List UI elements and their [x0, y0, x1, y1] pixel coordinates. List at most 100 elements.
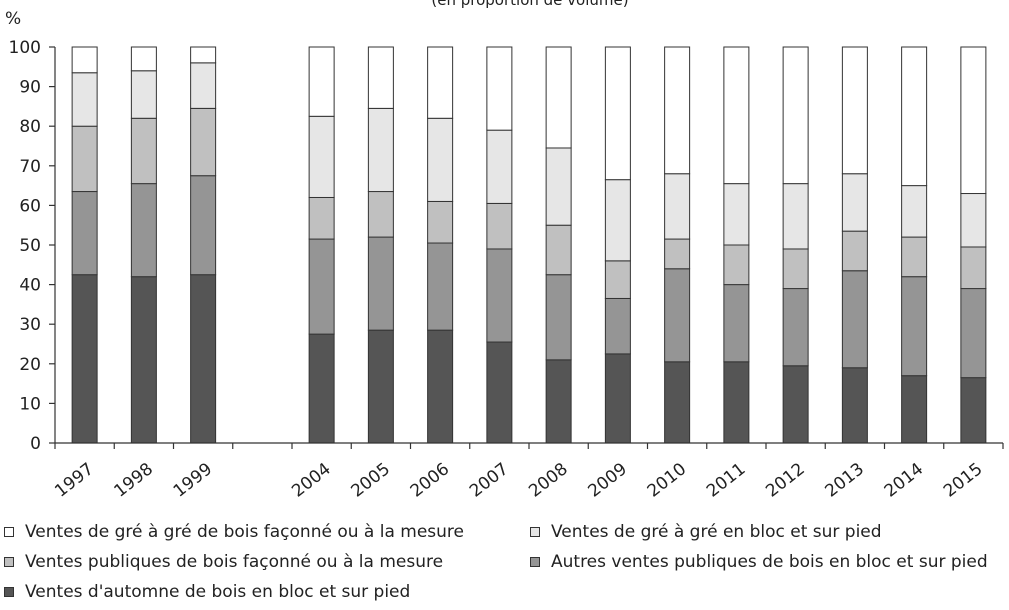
y-tick-label: 30 [19, 315, 41, 335]
bar-segment [901, 185, 928, 238]
bar-segment [841, 173, 868, 232]
bar-segment [130, 46, 157, 72]
bar-segment [664, 361, 691, 444]
bar-segment [486, 202, 513, 250]
x-tick-label: 2009 [585, 459, 631, 501]
y-tick-label: 60 [19, 196, 41, 216]
bar-segment [723, 244, 750, 286]
bar-segment [604, 179, 631, 262]
x-tick-label: 1997 [51, 459, 97, 501]
bar-segment [841, 270, 868, 369]
bar-segment [664, 173, 691, 240]
legend-swatch [530, 557, 540, 567]
bar-segment [308, 46, 335, 117]
legend-item: Ventes de gré à gré en bloc et sur pied [530, 522, 882, 542]
bar-segment [782, 365, 809, 444]
x-tick-label: 2008 [525, 459, 571, 501]
y-tick-label: 50 [19, 236, 41, 256]
x-tick-label: 2004 [288, 459, 334, 501]
legend-item: Ventes publiques de bois façonné ou à la… [4, 552, 443, 572]
x-tick-label: 1998 [111, 459, 157, 501]
bar-segment [782, 248, 809, 290]
bar-segment [190, 175, 217, 276]
legend-swatch [4, 557, 14, 567]
legend-swatch [4, 527, 14, 537]
chart-subtitle: (en proportion de volume) [431, 0, 628, 9]
y-tick-label: 0 [30, 434, 41, 454]
bar-segment [604, 260, 631, 299]
bar-segment [901, 236, 928, 278]
bar-segment [130, 183, 157, 278]
legend-swatch [530, 527, 540, 537]
bar-segment [664, 268, 691, 363]
bar-segment [130, 70, 157, 119]
bar-segment [841, 367, 868, 444]
y-axis: 0 10 20 30 40 50 60 70 80 90 100 [9, 38, 56, 454]
bar-segment [71, 72, 98, 127]
bar-segment [545, 359, 572, 444]
x-tick-label: 2011 [703, 459, 749, 501]
x-tick-label: 2010 [644, 459, 690, 501]
bar-segment [71, 46, 98, 74]
bar-segment [486, 248, 513, 343]
bar-segment [545, 147, 572, 226]
x-tick-label: 2005 [348, 459, 394, 501]
bar-segment [545, 224, 572, 276]
bar-segment [190, 46, 217, 64]
bar-segment [901, 46, 928, 187]
bar-segment [427, 200, 454, 244]
legend-item: Ventes de gré à gré de bois façonné ou à… [4, 522, 464, 542]
bar-segment [190, 62, 217, 109]
y-tick-label: 10 [19, 394, 41, 414]
bar-segment [130, 117, 157, 185]
x-tick-label: 2007 [466, 459, 512, 501]
bar-segment [308, 115, 335, 198]
x-tick-label: 2014 [881, 459, 927, 501]
bar-segment [901, 375, 928, 444]
bar-segment [664, 238, 691, 270]
legend-label: Ventes d'automne de bois en bloc et sur … [25, 582, 411, 602]
bar-segment [960, 46, 987, 195]
bar-segment [545, 274, 572, 361]
bar-segment [190, 107, 217, 177]
bar-segment [427, 46, 454, 119]
bar-segment [71, 125, 98, 193]
bar-segment [723, 46, 750, 185]
x-tick-label: 2013 [822, 459, 868, 501]
bar-segment [486, 129, 513, 204]
bar-segment [308, 196, 335, 240]
y-tick-label: 20 [19, 355, 41, 375]
bar-segment [427, 329, 454, 444]
legend-label: Autres ventes publiques de bois en bloc … [551, 552, 988, 572]
x-tick-label: 2015 [940, 459, 986, 501]
y-tick-label: 100 [9, 38, 41, 58]
bar-segment [486, 341, 513, 444]
bar-segment [960, 246, 987, 290]
bar-segment [782, 183, 809, 250]
bar-segment [486, 46, 513, 131]
bar-segment [841, 46, 868, 175]
bar-segment [367, 236, 394, 331]
bar-segment [308, 238, 335, 335]
y-tick-label: 40 [19, 276, 41, 296]
bar-segment [367, 107, 394, 193]
bars [71, 46, 987, 444]
bar-segment [367, 46, 394, 109]
bar-segment [723, 361, 750, 444]
legend-swatch [4, 587, 14, 597]
bar-segment [664, 46, 691, 175]
bar-segment [841, 230, 868, 272]
bar-segment [960, 377, 987, 444]
bar-segment [782, 288, 809, 367]
bar-segment [427, 242, 454, 331]
bar-segment [367, 191, 394, 238]
legend-item: Ventes d'automne de bois en bloc et sur … [4, 582, 410, 602]
x-tick-label: 2012 [762, 459, 808, 501]
bar-segment [723, 284, 750, 363]
legend-label: Ventes de gré à gré en bloc et sur pied [551, 522, 882, 542]
bar-segment [427, 117, 454, 202]
bar-segment [901, 276, 928, 377]
y-tick-label: 70 [19, 157, 41, 177]
bar-segment [367, 329, 394, 444]
bar-segment [308, 333, 335, 444]
